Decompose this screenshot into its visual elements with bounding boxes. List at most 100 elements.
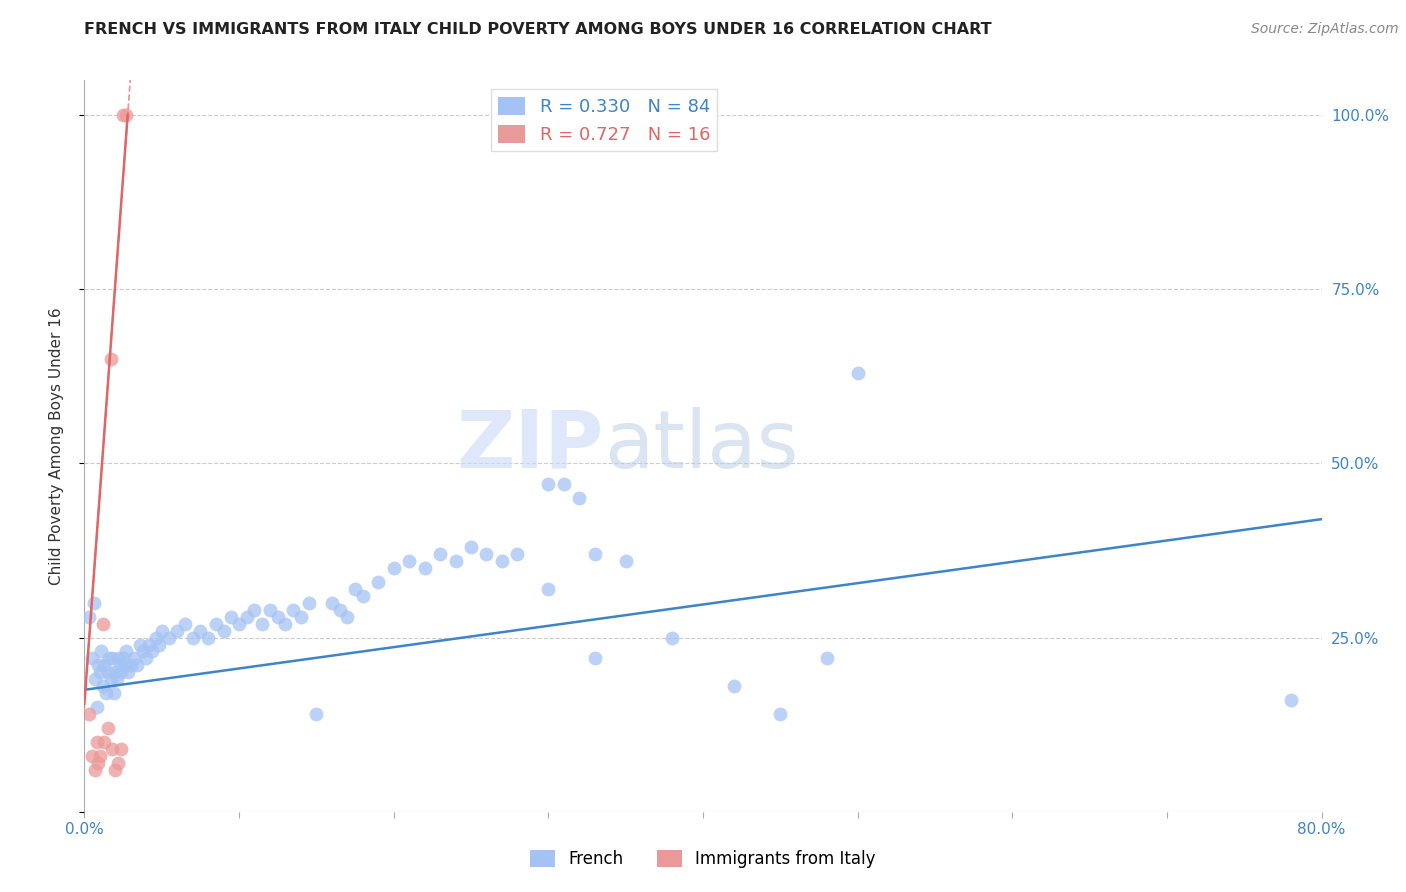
Point (150, 624, 173, 638)
Point (122, 651, 145, 665)
Point (129, 638, 152, 652)
Point (243, 603, 266, 617)
Point (125, 658, 148, 673)
Point (382, 561, 405, 575)
Point (100, 673, 122, 687)
Point (83, 596, 105, 610)
Point (104, 763, 127, 777)
Point (91, 616, 114, 631)
Point (444, 554, 467, 568)
Point (86, 700, 108, 714)
Point (138, 638, 160, 652)
Point (197, 631, 219, 645)
Point (135, 651, 157, 665)
Point (159, 631, 181, 645)
Y-axis label: Child Poverty Among Boys Under 16: Child Poverty Among Boys Under 16 (49, 307, 63, 585)
Point (120, 658, 142, 673)
Point (110, 665, 132, 680)
Point (367, 574, 389, 589)
Point (723, 679, 745, 693)
Point (132, 644, 155, 658)
Point (212, 624, 235, 638)
Point (398, 554, 420, 568)
Point (94, 686, 117, 700)
Point (89, 749, 111, 764)
Point (181, 631, 204, 645)
Point (614, 554, 637, 568)
Point (583, 547, 606, 561)
Point (112, 651, 135, 665)
Point (475, 547, 498, 561)
Point (336, 609, 359, 624)
Point (166, 624, 188, 638)
Point (115, 108, 138, 122)
Point (107, 756, 129, 770)
Point (221, 609, 243, 624)
Point (1279, 693, 1302, 707)
Point (236, 609, 259, 624)
Point (82, 651, 104, 665)
Point (104, 665, 127, 680)
Point (84, 673, 107, 687)
Point (661, 631, 683, 645)
Point (290, 609, 312, 624)
Point (413, 561, 436, 575)
Point (846, 366, 869, 380)
Point (283, 603, 305, 617)
Point (321, 596, 343, 610)
Point (97, 721, 120, 735)
Point (77, 609, 100, 624)
Text: ZIP: ZIP (457, 407, 605, 485)
Point (89, 665, 111, 680)
Point (491, 554, 513, 568)
Point (252, 616, 274, 631)
Point (101, 651, 124, 665)
Text: FRENCH VS IMMIGRANTS FROM ITALY CHILD POVERTY AMONG BOYS UNDER 16 CORRELATION CH: FRENCH VS IMMIGRANTS FROM ITALY CHILD PO… (84, 22, 993, 37)
Point (583, 651, 606, 665)
Legend: R = 0.330   N = 84, R = 0.727   N = 16: R = 0.330 N = 84, R = 0.727 N = 16 (491, 89, 717, 152)
Point (86, 735, 108, 749)
Point (298, 596, 321, 610)
Point (87, 756, 110, 770)
Point (141, 644, 163, 658)
Point (82, 749, 104, 764)
Point (305, 707, 328, 722)
Point (228, 616, 250, 631)
Point (352, 589, 374, 603)
Point (117, 665, 139, 680)
Point (101, 742, 124, 756)
Point (553, 477, 575, 491)
Point (205, 616, 228, 631)
Point (188, 624, 212, 638)
Point (114, 658, 136, 673)
Point (429, 547, 451, 561)
Point (98, 651, 121, 665)
Point (145, 631, 167, 645)
Point (267, 609, 290, 624)
Point (274, 616, 297, 631)
Legend: French, Immigrants from Italy: French, Immigrants from Italy (523, 843, 883, 875)
Point (93, 735, 115, 749)
Point (100, 351, 122, 366)
Point (87, 658, 110, 673)
Point (108, 658, 131, 673)
Text: atlas: atlas (605, 407, 799, 485)
Point (84, 763, 107, 777)
Point (815, 651, 838, 665)
Point (112, 108, 135, 122)
Point (77, 707, 100, 722)
Point (148, 638, 170, 652)
Point (568, 491, 591, 506)
Point (174, 616, 197, 631)
Point (506, 547, 529, 561)
Point (105, 673, 128, 687)
Point (537, 477, 560, 491)
Point (259, 603, 281, 617)
Point (110, 742, 132, 756)
Point (537, 582, 560, 596)
Point (329, 603, 352, 617)
Point (97, 665, 120, 680)
Point (769, 707, 792, 722)
Point (103, 686, 125, 700)
Point (90, 644, 112, 658)
